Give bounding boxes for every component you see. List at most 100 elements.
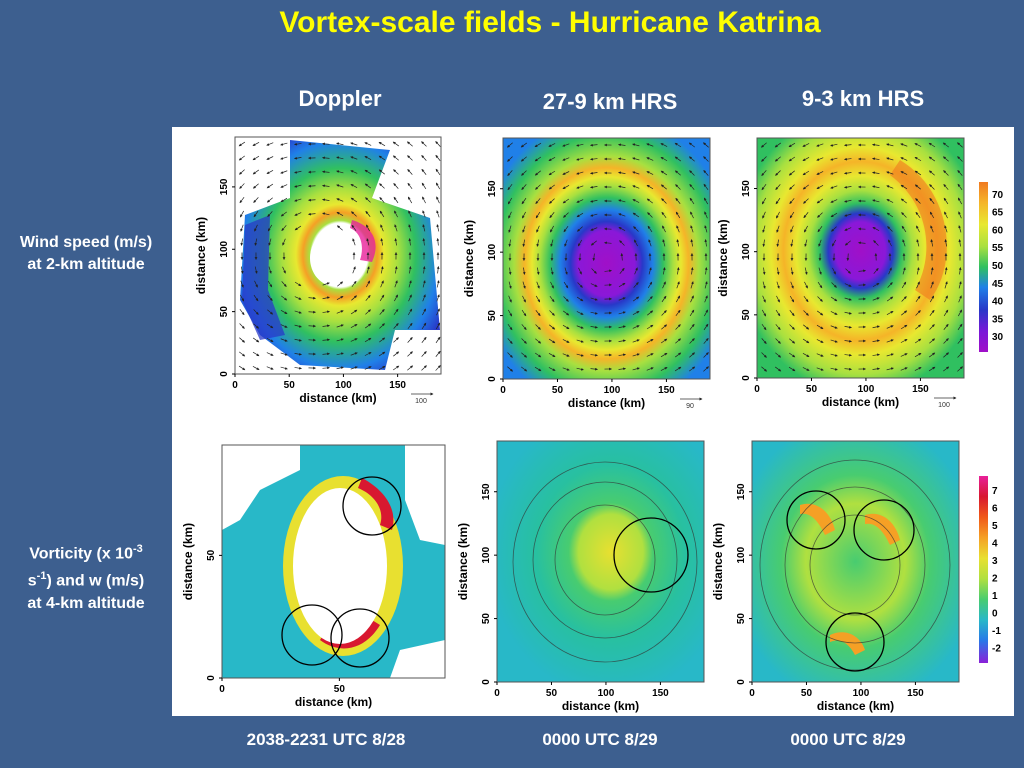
hrs27-vort-shading bbox=[497, 441, 704, 682]
hrs27-wind-vector bbox=[507, 156, 513, 162]
hrs9-wind-vector bbox=[930, 239, 934, 247]
hrs9-wind-vector bbox=[761, 170, 767, 176]
hrs9-wind-vector bbox=[929, 211, 935, 219]
hrs9-wind-vector bbox=[845, 268, 851, 274]
hrs9-wind-vector bbox=[830, 199, 838, 203]
hrs9-wind-vector bbox=[872, 311, 880, 315]
hrs9-wind-vector bbox=[901, 225, 907, 233]
hrs27-wind-vector bbox=[521, 352, 528, 358]
hrs9-wind-vector bbox=[915, 211, 921, 219]
doppler-wind-vector bbox=[422, 224, 426, 232]
vorticity-colorbar-label-1: 6 bbox=[992, 503, 998, 514]
hrs9-wind-vector bbox=[914, 170, 922, 176]
doppler-vort-ylabel: distance (km) bbox=[181, 523, 195, 600]
doppler-wind-vector bbox=[408, 238, 412, 246]
doppler-wind-vector bbox=[294, 324, 302, 328]
hrs27-wind-vector bbox=[618, 171, 626, 175]
hrs9-wind-vector bbox=[789, 295, 795, 303]
hrs27-wind-vector bbox=[507, 197, 513, 205]
hrs27-wind-vector bbox=[634, 267, 638, 275]
hrs9-wind-vector bbox=[816, 143, 824, 147]
hrs27-wind-vector bbox=[550, 267, 554, 275]
hrs9-wind-vector bbox=[803, 212, 809, 219]
doppler-wind-vector bbox=[378, 351, 386, 357]
hrs27-vort-frame bbox=[496, 440, 705, 683]
doppler-wind-vector bbox=[336, 184, 344, 188]
doppler-wind-vector bbox=[266, 156, 274, 160]
hrs9-wind-vector bbox=[789, 338, 796, 344]
hrs9-wind-vector bbox=[804, 239, 808, 247]
hrs27-wind-vector bbox=[662, 281, 666, 289]
hrs27-wind-vector bbox=[522, 281, 526, 289]
hrs27-wind-vector bbox=[536, 225, 540, 233]
hrs27-wind-vector bbox=[660, 184, 667, 190]
hrs9-wind-vector bbox=[816, 339, 824, 343]
vorticity-colorbar-label-4: 3 bbox=[992, 556, 998, 567]
wind-colorbar-label-4: 50 bbox=[992, 261, 1004, 272]
hrs27-wind-vector bbox=[661, 324, 668, 330]
hrs27-wind-vector bbox=[576, 157, 584, 161]
doppler-wind-vector bbox=[280, 197, 288, 203]
hrs27-wind-vector bbox=[548, 184, 555, 190]
wind-colorbar-label-3: 55 bbox=[992, 243, 1004, 254]
hrs9-wind-vector bbox=[957, 169, 963, 176]
wind-colorbar-labels: 70 65 60 55 50 45 40 35 30 bbox=[992, 190, 1004, 343]
vorticity-colorbar-label-7: 0 bbox=[992, 608, 998, 619]
doppler-wind-vector bbox=[294, 338, 302, 342]
hrs9-wind-vector bbox=[844, 199, 852, 203]
doppler-wind-vector bbox=[267, 211, 273, 217]
hrs27-wind-vector bbox=[619, 240, 625, 246]
doppler-wind-vector bbox=[436, 210, 440, 218]
doppler-wind-vector bbox=[407, 182, 413, 190]
doppler-wind-vector bbox=[239, 210, 245, 218]
hrs27-wind-vector bbox=[690, 295, 694, 303]
hrs9-wind-vector bbox=[958, 267, 962, 275]
doppler-vort-nodata-se bbox=[390, 640, 445, 678]
hrs9-vort-max-3 bbox=[830, 632, 865, 655]
hrs9-vort-xtick-label-0: 0 bbox=[749, 688, 755, 699]
hrs9-wind-vector bbox=[929, 295, 935, 303]
hrs27-wind-field bbox=[503, 138, 710, 379]
doppler-wind-vector bbox=[322, 142, 330, 146]
hrs9-wind-vector bbox=[803, 324, 810, 330]
doppler-wind-vector bbox=[280, 156, 288, 160]
hrs27-wind-vector bbox=[660, 156, 668, 162]
doppler-wind-vector bbox=[266, 338, 274, 342]
doppler-wind-vector bbox=[351, 211, 357, 217]
hrs27-wind-vector bbox=[578, 267, 582, 275]
hrs9-wind-vector bbox=[816, 171, 824, 175]
hrs9-wind-vector bbox=[900, 171, 908, 175]
doppler-wind-vector bbox=[266, 183, 274, 189]
hrs27-vort-ytick-label-1: 50 bbox=[481, 613, 492, 625]
hrs27-wind-vector bbox=[521, 309, 527, 317]
hrs27-vort-contours bbox=[512, 461, 698, 663]
hrs27-wind-vector bbox=[703, 352, 709, 358]
hrs27-wind-vector bbox=[676, 239, 680, 247]
hrs9-wind-vector bbox=[774, 156, 781, 162]
hrs9-wind-vector bbox=[832, 267, 836, 275]
hrs27-wind-vector bbox=[548, 143, 556, 147]
doppler-wind-vector bbox=[406, 141, 413, 147]
hrs27-wind-vector bbox=[688, 156, 695, 162]
doppler-wind-vector bbox=[435, 350, 441, 357]
doppler-wind-vector bbox=[280, 142, 288, 146]
hrs27-wind-vector bbox=[689, 170, 695, 176]
hrs9-wind-vector bbox=[776, 267, 780, 275]
hrs9-wind-vector bbox=[943, 170, 949, 176]
hrs27-wind-vector bbox=[508, 267, 512, 275]
doppler-wind-vector bbox=[393, 183, 399, 189]
hrs9-wind-vector bbox=[928, 156, 936, 162]
hrs9-wind-vector bbox=[901, 281, 907, 289]
hrs9-wind-vector bbox=[914, 367, 922, 371]
hrs27-wind-vector bbox=[690, 225, 694, 233]
hrs27-wind-vector bbox=[618, 157, 626, 161]
hrs9-wind-vector bbox=[900, 184, 908, 190]
hrs9-wind-vector bbox=[873, 240, 879, 246]
vorticity-colorbar-ramp bbox=[979, 476, 988, 663]
hrs27-wind-vector bbox=[549, 324, 556, 330]
hrs9-wind-vector bbox=[774, 366, 782, 372]
doppler-wind-vector bbox=[336, 324, 344, 328]
doppler-wind-vector bbox=[364, 183, 372, 189]
hrs27-wind-vector bbox=[618, 199, 626, 203]
hrs9-wind-vector bbox=[830, 171, 838, 175]
